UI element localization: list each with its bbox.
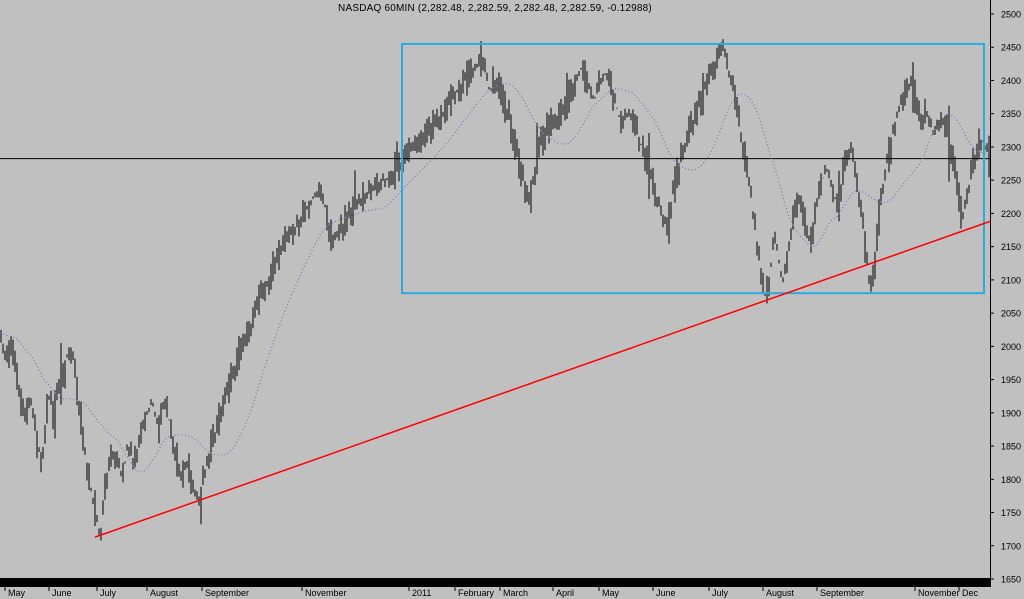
consolidation-box[interactable] [401,42,985,295]
x-axis-label: Dec [962,588,979,598]
horizontal-scrollbar[interactable] [0,578,991,587]
moving-average-line[interactable] [0,82,991,473]
x-axis-label: March [503,588,528,598]
x-axis-label: November [918,588,960,598]
y-axis-label: 2100 [1001,275,1021,285]
y-axis-label: 1850 [1001,442,1021,452]
chart-title: NASDAQ 60MIN (2,282.48, 2,282.59, 2,282.… [338,3,652,14]
x-axis-label: August [150,588,179,598]
x-axis-label: June [656,588,676,598]
y-axis-label: 2450 [1001,43,1021,53]
y-axis-label: 1750 [1001,508,1021,518]
y-axis-label: 1650 [1001,575,1021,585]
x-axis-label: July [712,588,729,598]
x-axis-label: February [458,588,495,598]
y-axis-label: 1950 [1001,375,1021,385]
x-axis-label: September [205,588,249,598]
x-axis-label: September [820,588,864,598]
y-axis-label: 2000 [1001,342,1021,352]
uptrend-line[interactable] [94,220,991,538]
y-axis-label: 2250 [1001,176,1021,186]
x-axis-label: May [602,588,620,598]
y-axis-label: 2500 [1001,10,1021,20]
y-axis-label: 2150 [1001,242,1021,252]
price-bars[interactable] [0,39,990,541]
y-axis-label: 1900 [1001,408,1021,418]
x-axis-label: May [8,588,26,598]
x-axis-label: July [100,588,117,598]
x-axis-label: June [52,588,72,598]
y-axis-label: 2050 [1001,309,1021,319]
y-axis-label: 2400 [1001,76,1021,86]
x-axis-label: August [766,588,795,598]
y-axis-label: 2300 [1001,142,1021,152]
y-axis-label: 1700 [1001,541,1021,551]
y-axis-label: 2200 [1001,209,1021,219]
x-axis-label: April [556,588,574,598]
x-axis-label: 2011 [412,588,431,598]
y-axis-label: 1800 [1001,475,1021,485]
x-axis-label: November [305,588,347,598]
y-axis-label: 2350 [1001,109,1021,119]
